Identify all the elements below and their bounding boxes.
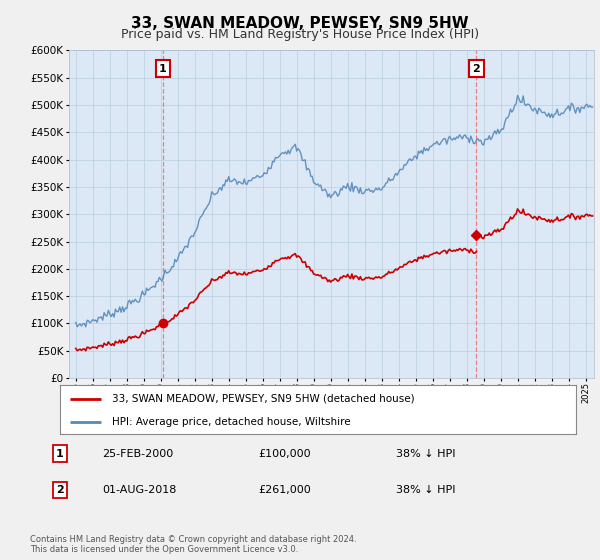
Text: £100,000: £100,000: [258, 449, 311, 459]
Text: 25-FEB-2000: 25-FEB-2000: [102, 449, 173, 459]
Text: 38% ↓ HPI: 38% ↓ HPI: [396, 449, 455, 459]
Text: 38% ↓ HPI: 38% ↓ HPI: [396, 485, 455, 495]
Text: 2: 2: [473, 63, 481, 73]
Text: Contains HM Land Registry data © Crown copyright and database right 2024.
This d: Contains HM Land Registry data © Crown c…: [30, 535, 356, 554]
Text: 33, SWAN MEADOW, PEWSEY, SN9 5HW: 33, SWAN MEADOW, PEWSEY, SN9 5HW: [131, 16, 469, 31]
Text: 1: 1: [56, 449, 64, 459]
Text: 33, SWAN MEADOW, PEWSEY, SN9 5HW (detached house): 33, SWAN MEADOW, PEWSEY, SN9 5HW (detach…: [112, 394, 414, 404]
Text: 1: 1: [159, 63, 167, 73]
Text: Price paid vs. HM Land Registry's House Price Index (HPI): Price paid vs. HM Land Registry's House …: [121, 28, 479, 41]
Text: HPI: Average price, detached house, Wiltshire: HPI: Average price, detached house, Wilt…: [112, 417, 350, 427]
Text: £261,000: £261,000: [258, 485, 311, 495]
Text: 2: 2: [56, 485, 64, 495]
Text: 01-AUG-2018: 01-AUG-2018: [102, 485, 176, 495]
